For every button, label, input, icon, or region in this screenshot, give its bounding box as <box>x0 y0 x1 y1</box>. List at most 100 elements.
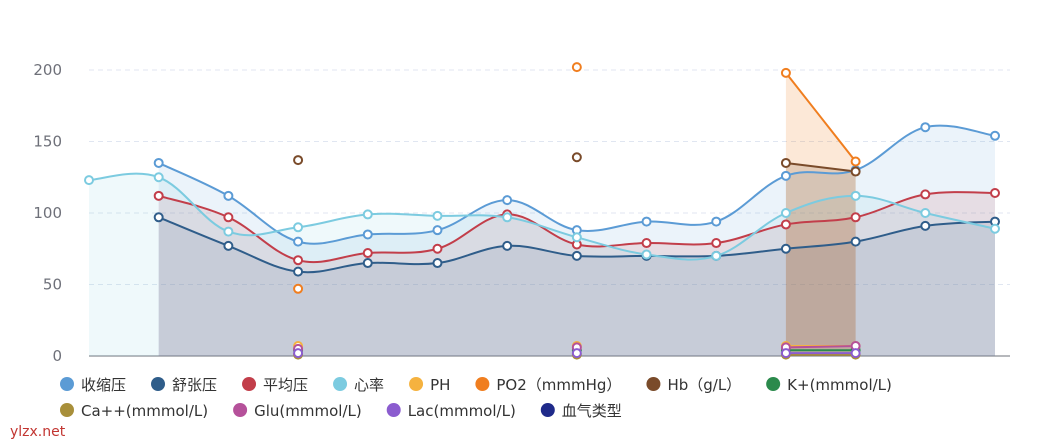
data-point <box>920 189 931 200</box>
legend-marker <box>409 377 424 391</box>
legend-marker <box>475 377 490 391</box>
legend-item[interactable]: PH <box>409 376 450 394</box>
data-point <box>223 240 234 251</box>
data-point <box>571 348 582 359</box>
data-point <box>153 190 164 201</box>
data-point <box>990 223 1000 234</box>
data-point <box>293 155 304 166</box>
data-point <box>780 348 791 359</box>
data-point <box>641 249 652 260</box>
series-area <box>89 173 995 356</box>
legend-item[interactable]: Ca++(mmmol/L) <box>60 402 208 420</box>
data-point <box>850 190 861 201</box>
legend-item[interactable]: 血气类型 <box>540 402 622 420</box>
data-point <box>850 166 861 177</box>
legend-item[interactable]: 平均压 <box>242 376 308 394</box>
data-point <box>711 216 722 227</box>
data-point <box>502 212 513 223</box>
data-point <box>362 248 373 259</box>
legend-label: 血气类型 <box>562 402 622 420</box>
series-area <box>158 192 995 356</box>
data-point <box>432 243 443 254</box>
data-point <box>153 172 164 183</box>
data-point <box>711 238 722 249</box>
data-point <box>641 216 652 227</box>
legend-label: 心率 <box>354 376 384 394</box>
legend-marker <box>60 377 74 391</box>
legend-label: 舒张压 <box>172 376 217 394</box>
legend-item[interactable]: 心率 <box>333 376 384 394</box>
legend-marker <box>151 377 166 391</box>
series-line <box>785 72 857 163</box>
data-point <box>571 152 582 163</box>
data-point <box>153 157 164 168</box>
legend-marker <box>60 403 74 417</box>
legend-item[interactable]: PO2（mmmHg） <box>475 376 621 394</box>
y-tick-label: 50 <box>43 276 62 294</box>
data-point <box>780 243 791 254</box>
data-point <box>84 175 94 186</box>
legend-marker <box>242 377 257 391</box>
data-point <box>153 212 164 223</box>
data-point <box>850 212 861 223</box>
data-point <box>223 226 234 237</box>
data-point <box>571 232 582 243</box>
watermark: ylzx.net <box>10 424 66 440</box>
data-point <box>362 229 373 240</box>
legend-label: Lac(mmmol/L) <box>408 402 516 420</box>
legend-marker <box>766 377 781 391</box>
legend-marker <box>540 403 555 417</box>
data-point <box>571 250 582 261</box>
series-area <box>785 162 856 356</box>
data-point <box>571 62 582 73</box>
data-point <box>293 236 304 247</box>
legend-item[interactable]: 收缩压 <box>60 376 126 394</box>
legend-label: 平均压 <box>263 376 308 394</box>
data-point <box>780 157 791 168</box>
data-point <box>850 348 861 359</box>
data-point <box>990 187 1000 198</box>
legend-marker <box>646 377 661 391</box>
legend-item[interactable]: 舒张压 <box>151 376 217 394</box>
legend-label: Glu(mmmol/L) <box>254 402 362 420</box>
legend-item[interactable]: K+(mmmol/L) <box>766 376 892 394</box>
y-tick-label: 200 <box>33 61 62 79</box>
data-point <box>223 190 234 201</box>
data-point <box>502 240 513 251</box>
data-point <box>920 208 931 218</box>
data-point <box>362 258 373 269</box>
legend-item[interactable]: Glu(mmmol/L) <box>233 402 362 420</box>
legend-marker <box>233 403 248 417</box>
data-point <box>293 283 304 294</box>
legend-item[interactable]: Hb（g/L） <box>646 376 741 394</box>
y-tick-label: 100 <box>33 204 62 222</box>
data-point <box>432 258 443 269</box>
data-point <box>293 348 304 359</box>
data-point <box>711 250 722 261</box>
data-point <box>920 122 931 133</box>
data-point <box>293 255 304 266</box>
data-point <box>293 222 304 233</box>
data-point <box>780 219 791 230</box>
data-point <box>780 67 791 78</box>
data-point <box>223 212 234 223</box>
data-point <box>362 209 373 220</box>
series-area <box>785 72 856 357</box>
data-point <box>293 266 304 277</box>
legend-marker <box>386 403 401 417</box>
legend-item[interactable]: Lac(mmmol/L) <box>386 402 516 420</box>
data-point <box>780 170 791 181</box>
legend-label: Ca++(mmmol/L) <box>81 402 208 420</box>
data-point <box>850 156 861 167</box>
legend-label: Hb（g/L） <box>667 376 741 394</box>
data-point <box>432 225 443 236</box>
data-point <box>502 195 513 206</box>
data-point <box>850 236 861 247</box>
legend-label: PH <box>430 376 450 394</box>
legend-label: PO2（mmmHg） <box>496 376 621 394</box>
data-point <box>990 130 1000 141</box>
legend-label: 收缩压 <box>81 376 126 394</box>
data-point <box>920 220 931 231</box>
